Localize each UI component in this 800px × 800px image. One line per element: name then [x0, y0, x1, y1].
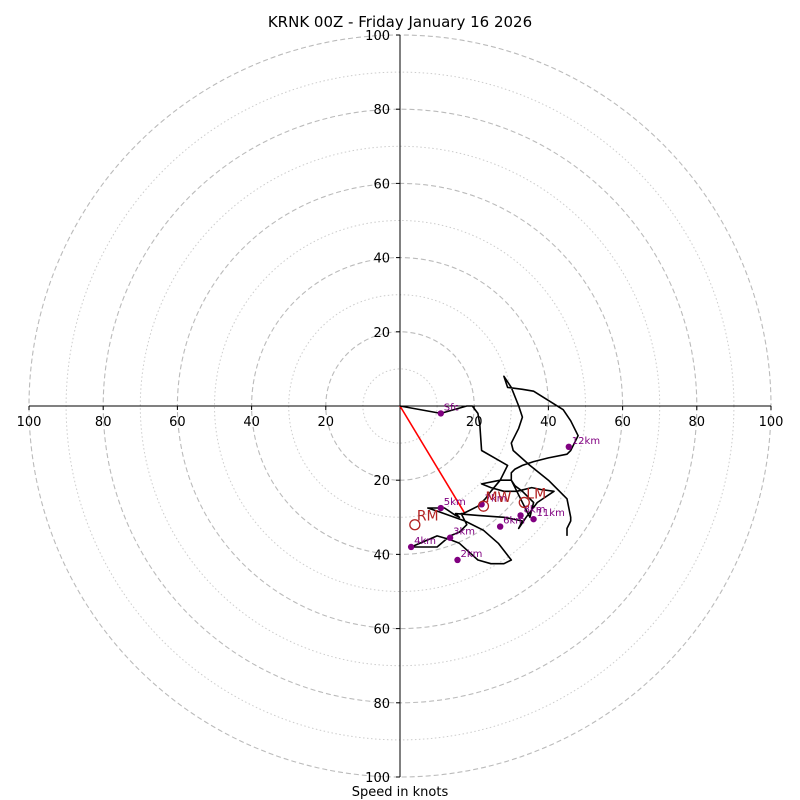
x-tick-label: 60: [614, 415, 631, 430]
height-marker-label: 5km: [444, 497, 466, 508]
series-group: [399, 375, 579, 565]
y-tick-label: 100: [365, 29, 390, 44]
height-marker-point: [437, 410, 445, 417]
height-marker-point: [446, 534, 454, 541]
height-marker-label: 4km: [414, 536, 436, 547]
height-marker-label: 2km: [461, 549, 483, 560]
shear-vector-line: [399, 405, 466, 515]
height-marker-point: [496, 523, 504, 530]
height-marker-point: [407, 543, 415, 551]
height-marker-label: 8km: [524, 504, 546, 515]
storm-motion-marker: [477, 500, 490, 512]
height-marker-point: [565, 443, 573, 451]
storm-motion-label: LM: [526, 486, 546, 502]
y-tick-label: 40: [373, 548, 390, 563]
x-tick-label: 80: [95, 415, 112, 430]
height-marker-point: [454, 556, 461, 564]
height-marker-point: [530, 515, 537, 523]
height-marker-label: 6km: [503, 516, 525, 527]
y-tick-label: 60: [373, 623, 390, 638]
x-tick-label: 60: [169, 415, 186, 430]
height-marker-point: [437, 504, 445, 512]
y-tick-label: 80: [373, 697, 390, 712]
x-axis-label: Speed in knots: [352, 785, 449, 800]
storm-motions: RM LM MW: [409, 486, 546, 531]
y-tick-label: 20: [373, 474, 390, 489]
x-tick-label: 100: [759, 415, 784, 430]
height-marker-label: 3km: [453, 527, 475, 538]
height-marker-label: 7km: [485, 493, 507, 504]
storm-motion-label: MW: [485, 490, 511, 506]
y-tick-label: 80: [373, 103, 390, 118]
storm-motion-marker: [518, 496, 530, 509]
y-tick-label: 100: [365, 771, 390, 786]
x-tick-label: 20: [318, 415, 335, 430]
x-tick-label: 40: [243, 415, 260, 430]
y-tick-label: 60: [373, 177, 390, 192]
x-tick-label: 80: [689, 415, 706, 430]
y-tick-label: 20: [373, 326, 390, 341]
height-marker-point: [517, 512, 524, 519]
chart-title: KRNK 00Z - Friday January 16 2026: [268, 13, 532, 31]
height-marker-label: 11km: [537, 508, 565, 519]
x-tick-label: 40: [540, 415, 557, 430]
height-marker-label: 12km: [572, 436, 600, 447]
hodograph-line-0: [399, 375, 579, 565]
tick-labels: 2020202040404040606060608080808010010010…: [17, 29, 784, 786]
height-marker-label: Sfc: [444, 402, 459, 413]
y-tick-label: 40: [373, 252, 390, 267]
storm-motion-marker: [409, 519, 421, 531]
x-tick-label: 100: [17, 415, 42, 430]
storm-motion-label: RM: [417, 509, 439, 525]
